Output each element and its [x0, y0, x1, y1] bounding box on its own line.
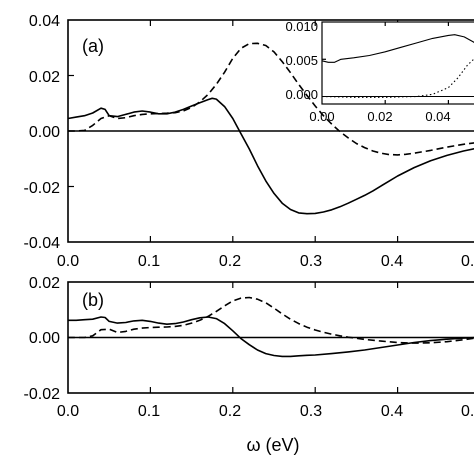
- a-ytick-4: -0.04: [24, 235, 61, 252]
- a-ytick-1: 0.02: [29, 69, 60, 86]
- b-xtick-5: 0.: [461, 403, 474, 420]
- inset-frame: [321, 21, 474, 105]
- b-ytick-1: 0.00: [29, 330, 60, 347]
- panel-a-series-dashed-line: [68, 42, 474, 156]
- inset-xtick-0: 0.00: [309, 109, 334, 124]
- a-xtick-3: 0.3: [300, 253, 322, 270]
- a-xtick-0: 0.0: [57, 253, 79, 270]
- a-xtick-4: 0.4: [381, 253, 403, 270]
- panel-b-series-dashed-line: [68, 296, 474, 344]
- b-xtick-3: 0.3: [300, 403, 322, 420]
- a-ytick-2: 0.00: [29, 124, 60, 141]
- panel-b-series-solid-line: [68, 316, 474, 358]
- a-xtick-5: 0.: [461, 253, 474, 270]
- panel-a: (a) 0.04 0.02 0.00 -0.02 -0.04 0.0 0.1 0…: [24, 13, 474, 270]
- panel-a-label: (a): [82, 36, 104, 56]
- b-ytick-2: -0.02: [24, 386, 61, 403]
- inset-xtick-1: 0.02: [367, 109, 392, 124]
- panel-b: (b) 0.02 0.00 -0.02 0.0 0.1 0.2 0.3 0.4 …: [24, 275, 474, 455]
- panel-a-series-solid-line: [67, 97, 474, 215]
- inset-ytick-2: 0.000: [285, 87, 318, 102]
- inset-xtick-2: 0.04: [425, 109, 450, 124]
- inset-ytick-1: 0.005: [285, 53, 318, 68]
- panel-a-series: [67, 42, 474, 215]
- inset-series-solid-line: [321, 34, 474, 63]
- a-ytick-0: 0.04: [29, 13, 60, 30]
- a-xtick-2: 0.2: [219, 253, 241, 270]
- panel-a-inset: 0.010 0.005 0.000 0.00 0.02 0.04: [285, 19, 474, 124]
- a-xtick-1: 0.1: [138, 253, 160, 270]
- panel-b-series: [68, 296, 474, 358]
- b-xtick-1: 0.1: [138, 403, 160, 420]
- inset-series-dotted-line: [321, 58, 474, 98]
- inset-ytick-0: 0.010: [285, 19, 318, 34]
- b-xtick-2: 0.2: [219, 403, 241, 420]
- b-xtick-4: 0.4: [381, 403, 403, 420]
- x-axis-title: ω (eV): [246, 435, 299, 455]
- inset-series: [321, 34, 474, 98]
- b-xtick-0: 0.0: [57, 403, 79, 420]
- inset-ticks: [322, 22, 449, 104]
- b-ytick-0: 0.02: [29, 275, 60, 292]
- panel-b-label: (b): [82, 290, 104, 310]
- a-ytick-3: -0.02: [24, 180, 61, 197]
